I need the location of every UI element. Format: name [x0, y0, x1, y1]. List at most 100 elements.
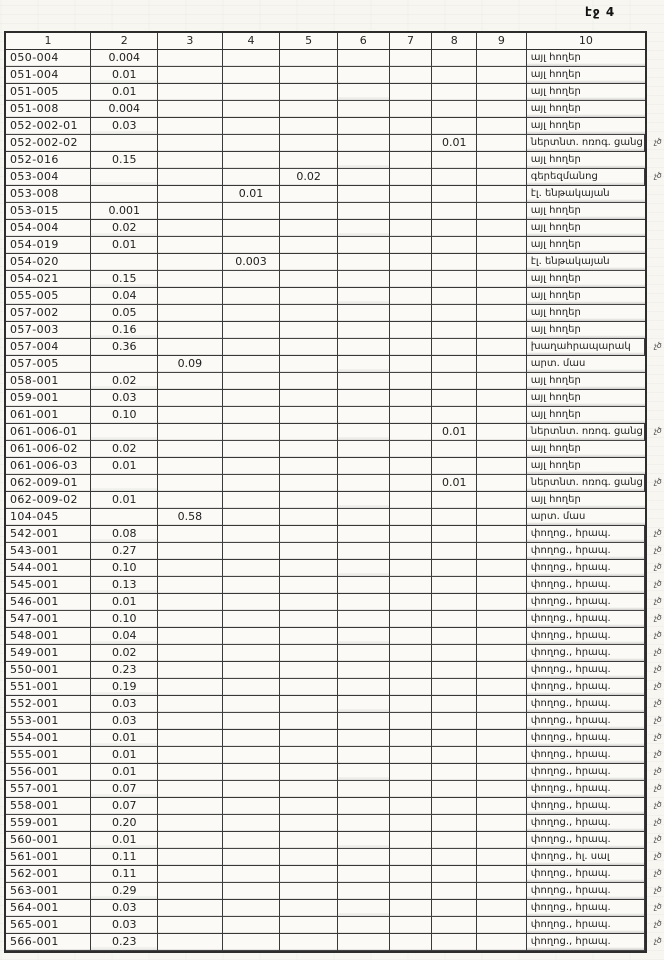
- value-col5-cell: [280, 577, 338, 594]
- value-col8-cell: [432, 866, 478, 883]
- value-col5-cell: [280, 645, 338, 662]
- land-use-label-cell: էլ. ենթակայան: [526, 254, 646, 271]
- parcel-code-cell: 566-001: [6, 934, 92, 951]
- table-row: 542-001 0.08 փողոց., հրապ. չծ: [6, 526, 662, 543]
- value-col4-cell: [222, 475, 281, 492]
- value-col8-cell: [432, 832, 478, 849]
- value-col3-cell: [158, 543, 223, 560]
- land-use-label-cell: փողոց., հլ. սալ: [526, 849, 646, 866]
- value-col7-cell: [389, 917, 433, 934]
- value-col8-cell: [432, 322, 478, 339]
- table-row: 055-005 0.04 այլ հողեր: [6, 288, 646, 305]
- value-col2-cell: 0.004: [91, 50, 159, 67]
- value-col3-cell: [158, 203, 223, 220]
- value-col4-cell: [222, 509, 281, 526]
- parcel-code-cell: 055-005: [6, 288, 92, 305]
- value-col5-cell: [280, 798, 338, 815]
- value-col9-cell: [477, 849, 527, 866]
- land-use-label-cell: արտ. մաս: [526, 509, 646, 526]
- value-col8-cell: [432, 543, 478, 560]
- parcel-code-cell: 057-004: [6, 339, 92, 356]
- table-row: 052-002-01 0.03 այլ հողեր: [6, 118, 646, 135]
- value-col8-cell: [432, 798, 478, 815]
- value-col5-cell: [280, 560, 338, 577]
- value-col3-cell: [158, 611, 223, 628]
- value-col5-cell: [280, 730, 338, 747]
- table-row: 061-001 0.10 այլ հողեր: [6, 407, 646, 424]
- handwritten-marginal-note: չծ: [653, 340, 662, 351]
- value-col6-cell: [337, 118, 390, 135]
- table-row: 545-001 0.13 փողոց., հրապ. չծ: [6, 577, 662, 594]
- value-col2-cell: [91, 509, 159, 526]
- value-col6-cell: [337, 67, 390, 84]
- table-row: 059-001 0.03 այլ հողեր: [6, 390, 646, 407]
- value-col8-cell: [432, 849, 478, 866]
- value-col7-cell: [389, 424, 433, 441]
- value-col4-cell: [222, 628, 281, 645]
- value-col3-cell: [158, 424, 223, 441]
- value-col8-cell: [432, 900, 478, 917]
- value-col6-cell: [337, 84, 390, 101]
- value-col7-cell: [389, 254, 433, 271]
- value-col9-cell: [477, 611, 527, 628]
- parcel-code-cell: 104-045: [6, 509, 92, 526]
- value-col6-cell: [337, 934, 390, 951]
- value-col6-cell: [337, 271, 390, 288]
- value-col2-cell: 0.03: [91, 917, 159, 934]
- value-col8-cell: 0.01: [432, 424, 478, 441]
- table-row: 052-002-02 0.01 ներտնտ. ոռոգ. ցանց չծ: [6, 135, 662, 152]
- value-col8-cell: [432, 186, 478, 203]
- value-col2-cell: 0.02: [91, 645, 159, 662]
- value-col4-cell: [222, 662, 281, 679]
- table-row: 057-004 0.36 խաղահրապարակ չծ: [6, 339, 662, 356]
- value-col9-cell: [477, 254, 527, 271]
- value-col5-cell: [280, 662, 338, 679]
- value-col7-cell: [389, 577, 433, 594]
- value-col9-cell: [477, 764, 527, 781]
- value-col3-cell: [158, 900, 223, 917]
- handwritten-marginal-note: չծ: [653, 748, 662, 759]
- value-col4-cell: 0.01: [222, 186, 281, 203]
- parcel-code-cell: 054-020: [6, 254, 92, 271]
- value-col4-cell: [222, 492, 281, 509]
- parcel-code-cell: 542-001: [6, 526, 92, 543]
- value-col8-cell: [432, 917, 478, 934]
- value-col3-cell: [158, 492, 223, 509]
- parcel-code-cell: 545-001: [6, 577, 92, 594]
- value-col9-cell: [477, 747, 527, 764]
- value-col3-cell: [158, 866, 223, 883]
- value-col8-cell: [432, 101, 478, 118]
- value-col7-cell: [389, 492, 433, 509]
- value-col6-cell: [337, 356, 390, 373]
- value-col5-cell: [280, 220, 338, 237]
- value-col8-cell: [432, 390, 478, 407]
- value-col2-cell: 0.05: [91, 305, 159, 322]
- land-use-label-cell: փողոց., հրապ.: [526, 832, 646, 849]
- value-col7-cell: [389, 390, 433, 407]
- value-col7-cell: [389, 458, 433, 475]
- table-row: 561-001 0.11 փողոց., հլ. սալ չծ: [6, 849, 662, 866]
- value-col9-cell: [477, 135, 527, 152]
- value-col9-cell: [477, 696, 527, 713]
- handwritten-marginal-note: չծ: [653, 612, 662, 623]
- value-col9-cell: [477, 84, 527, 101]
- table-row: 550-001 0.23 փողոց., հրապ. չծ: [6, 662, 662, 679]
- value-col9-cell: [477, 594, 527, 611]
- value-col4-cell: [222, 305, 281, 322]
- value-col9-cell: [477, 203, 527, 220]
- value-col5-cell: [280, 203, 338, 220]
- value-col4-cell: [222, 560, 281, 577]
- value-col8-cell: [432, 84, 478, 101]
- value-col7-cell: [389, 815, 433, 832]
- handwritten-marginal-note: չծ: [653, 714, 662, 725]
- value-col2-cell: 0.23: [91, 662, 159, 679]
- value-col6-cell: [337, 764, 390, 781]
- value-col7-cell: [389, 203, 433, 220]
- value-col7-cell: [389, 339, 433, 356]
- land-use-label-cell: փողոց., հրապ.: [526, 577, 646, 594]
- column-header: 2: [91, 33, 159, 50]
- value-col4-cell: [222, 84, 281, 101]
- value-col7-cell: [389, 849, 433, 866]
- value-col5-cell: [280, 594, 338, 611]
- value-col7-cell: [389, 713, 433, 730]
